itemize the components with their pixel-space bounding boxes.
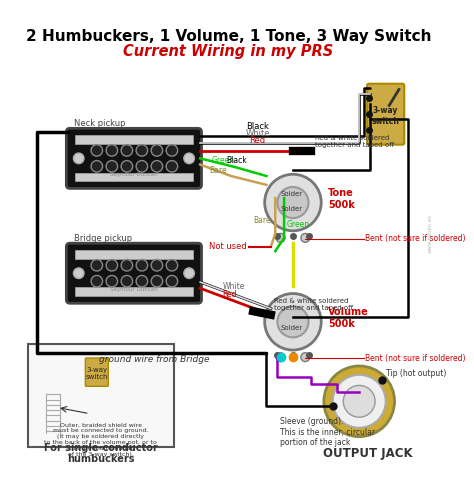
Circle shape: [91, 145, 102, 156]
FancyBboxPatch shape: [66, 129, 201, 188]
Circle shape: [151, 145, 163, 156]
FancyBboxPatch shape: [85, 358, 108, 386]
Text: Neck pickup: Neck pickup: [74, 119, 126, 129]
Circle shape: [301, 233, 310, 243]
Text: Red & white soldered
together and taped off: Red & white soldered together and taped …: [315, 135, 394, 148]
Circle shape: [106, 260, 118, 271]
Text: ground wire from Bridge: ground wire from Bridge: [99, 356, 209, 364]
Circle shape: [166, 260, 178, 271]
Circle shape: [136, 145, 147, 156]
Text: White: White: [222, 282, 245, 291]
Circle shape: [106, 276, 118, 287]
Text: Bent (not sure if soldered): Bent (not sure if soldered): [365, 234, 466, 244]
FancyBboxPatch shape: [367, 84, 404, 145]
Text: Black: Black: [226, 156, 247, 166]
Circle shape: [333, 375, 386, 428]
Circle shape: [184, 153, 194, 164]
Circle shape: [343, 385, 375, 417]
Text: Sleeve (ground).
This is the inner, circular
portion of the jack: Sleeve (ground). This is the inner, circ…: [280, 417, 375, 447]
Bar: [28, 344, 173, 447]
Circle shape: [184, 268, 194, 279]
Text: Bare: Bare: [253, 216, 271, 225]
Circle shape: [277, 187, 309, 218]
Text: 3-way
switch: 3-way switch: [372, 106, 400, 126]
Text: Solder: Solder: [280, 325, 302, 331]
Circle shape: [91, 260, 102, 271]
Text: Red: Red: [222, 290, 237, 299]
Circle shape: [264, 294, 321, 350]
Text: Black: Black: [246, 122, 269, 131]
Circle shape: [277, 306, 309, 337]
Circle shape: [91, 161, 102, 172]
Circle shape: [264, 174, 321, 231]
Text: 3-way
switch: 3-way switch: [86, 367, 108, 380]
Text: Solder: Solder: [280, 206, 302, 212]
Circle shape: [151, 161, 163, 172]
Circle shape: [136, 161, 147, 172]
Text: Volume
500k: Volume 500k: [328, 307, 369, 329]
Text: Bridge pickup: Bridge pickup: [74, 234, 132, 243]
Circle shape: [106, 161, 118, 172]
FancyBboxPatch shape: [66, 243, 201, 303]
Bar: [75, 250, 192, 259]
Text: Bare: Bare: [209, 166, 227, 175]
Text: Red: Red: [249, 136, 265, 145]
Circle shape: [276, 353, 285, 361]
Text: Current Wiring in my PRS: Current Wiring in my PRS: [123, 44, 334, 59]
Bar: [75, 172, 192, 181]
Text: OUTPUT JACK: OUTPUT JACK: [323, 447, 413, 460]
Bar: [75, 287, 192, 296]
Circle shape: [121, 276, 133, 287]
Circle shape: [106, 145, 118, 156]
Circle shape: [73, 268, 84, 279]
Circle shape: [91, 276, 102, 287]
Circle shape: [166, 161, 178, 172]
Text: Bent (not sure if soldered): Bent (not sure if soldered): [365, 354, 466, 362]
Text: Not used: Not used: [209, 242, 247, 251]
Text: Outer, braided shield wire
must be connected to ground.
(it may be soldered dire: Outer, braided shield wire must be conne…: [45, 423, 157, 456]
Circle shape: [166, 276, 178, 287]
Circle shape: [121, 145, 133, 156]
Text: 2 Humbuckers, 1 Volume, 1 Tone, 3 Way Switch: 2 Humbuckers, 1 Volume, 1 Tone, 3 Way Sw…: [26, 29, 431, 43]
Circle shape: [121, 161, 133, 172]
Bar: [75, 135, 192, 144]
Text: For single-conductor
humbuckers: For single-conductor humbuckers: [44, 443, 158, 465]
Text: Seymour Duncan: Seymour Duncan: [110, 287, 158, 292]
Circle shape: [73, 153, 84, 164]
Text: Green: Green: [212, 156, 235, 166]
Circle shape: [166, 145, 178, 156]
Text: Solder: Solder: [280, 191, 302, 197]
Text: Tip (hot output): Tip (hot output): [386, 369, 446, 377]
Circle shape: [301, 353, 310, 361]
Text: Green: Green: [287, 220, 310, 229]
Text: Seymour Duncan: Seymour Duncan: [110, 172, 158, 177]
Text: White: White: [246, 129, 270, 138]
Text: Tone
500k: Tone 500k: [328, 188, 355, 210]
Circle shape: [276, 233, 285, 243]
Text: Red & white soldered
together and taped off: Red & white soldered together and taped …: [273, 298, 353, 311]
Circle shape: [121, 260, 133, 271]
Circle shape: [136, 276, 147, 287]
Circle shape: [151, 260, 163, 271]
Text: www.bsolin.es: www.bsolin.es: [428, 214, 432, 253]
Circle shape: [136, 260, 147, 271]
Circle shape: [324, 366, 394, 437]
Circle shape: [151, 276, 163, 287]
